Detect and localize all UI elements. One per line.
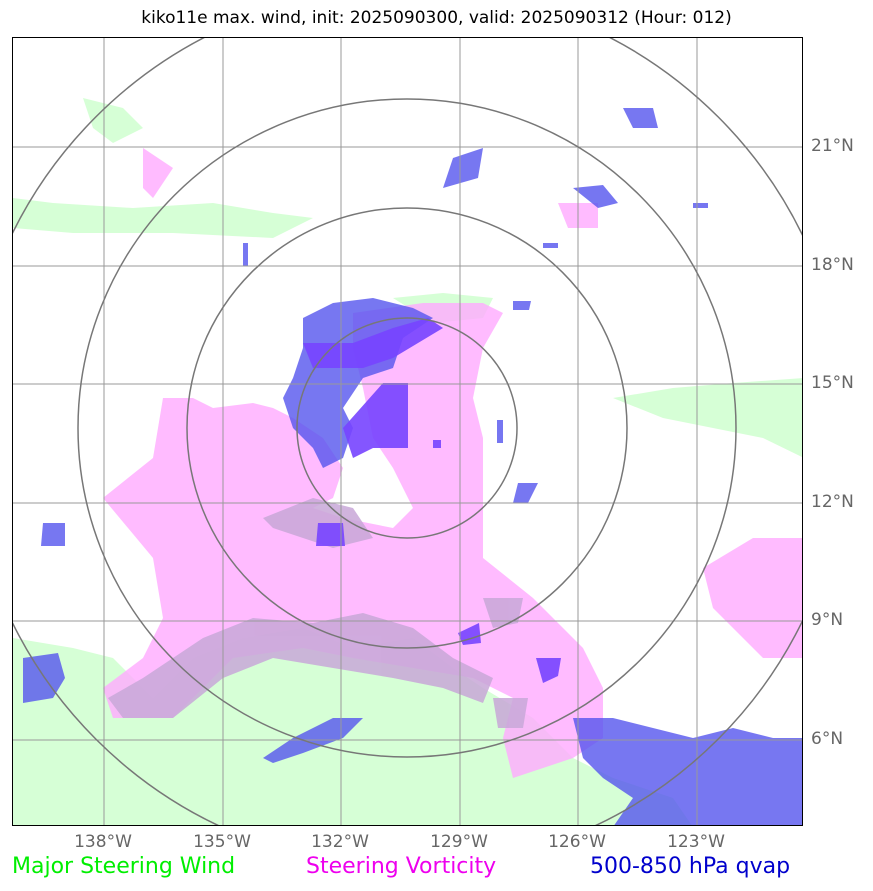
range-ring-2 (186, 207, 628, 649)
legend-steering-vorticity: Steering Vorticity (306, 854, 497, 879)
lon-tick-135w: 135°W (193, 832, 251, 852)
lat-tick-15n: 15°N (811, 373, 854, 393)
legend-steering-wind: Major Steering Wind (12, 854, 236, 879)
lon-tick-138w: 138°W (74, 832, 132, 852)
lon-tick-126w: 126°W (548, 832, 606, 852)
range-rings (13, 38, 802, 825)
qvap-strong-layer (303, 318, 561, 683)
map-canvas (13, 38, 802, 825)
legend-qvap: 500-850 hPa qvap (590, 854, 791, 879)
lat-tick-6n: 6°N (811, 729, 844, 749)
graticule (13, 38, 802, 825)
lat-tick-21n: 21°N (811, 136, 854, 156)
range-ring-1 (296, 317, 518, 539)
map-title: kiko11e max. wind, init: 2025090300, val… (141, 8, 732, 28)
lon-tick-123w: 123°W (667, 832, 725, 852)
lat-tick-12n: 12°N (811, 492, 854, 512)
lat-tick-9n: 9°N (811, 610, 844, 630)
lon-tick-132w: 132°W (311, 832, 369, 852)
lon-tick-129w: 129°W (430, 832, 488, 852)
range-ring-3 (77, 98, 737, 758)
lat-tick-18n: 18°N (811, 255, 854, 275)
map-panel[interactable] (12, 37, 803, 826)
